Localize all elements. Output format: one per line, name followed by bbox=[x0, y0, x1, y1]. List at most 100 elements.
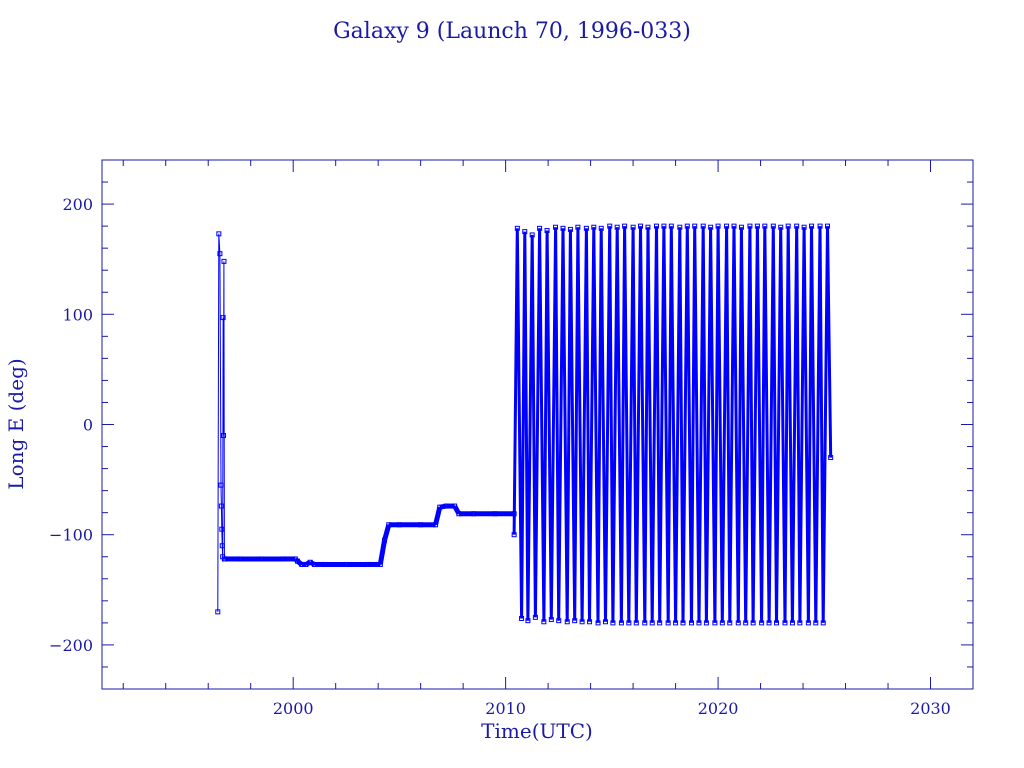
data-point bbox=[759, 620, 765, 626]
data-point bbox=[680, 620, 686, 626]
series-segment bbox=[439, 503, 447, 510]
data-point bbox=[575, 224, 581, 230]
data-point bbox=[735, 620, 741, 626]
data-point bbox=[567, 226, 573, 232]
x-tick-label: 2000 bbox=[273, 699, 314, 718]
data-point bbox=[703, 620, 709, 626]
data-point bbox=[813, 620, 819, 626]
x-tick-label: 2020 bbox=[698, 699, 739, 718]
data-series bbox=[215, 223, 834, 626]
data-point bbox=[789, 620, 795, 626]
data-point bbox=[591, 224, 597, 230]
data-point bbox=[657, 620, 663, 626]
data-point bbox=[794, 223, 800, 229]
data-point bbox=[595, 620, 601, 626]
data-point bbox=[216, 231, 222, 237]
data-point bbox=[626, 620, 632, 626]
x-tick-label: 2030 bbox=[910, 699, 951, 718]
series-segment bbox=[304, 560, 312, 567]
data-point bbox=[696, 620, 702, 626]
data-point bbox=[218, 503, 224, 509]
data-point bbox=[622, 223, 628, 229]
data-point bbox=[645, 224, 651, 230]
y-axis-label: Long E (deg) bbox=[4, 358, 28, 489]
data-point bbox=[560, 225, 566, 231]
data-point bbox=[809, 223, 815, 229]
data-point bbox=[630, 224, 636, 230]
series-segment bbox=[309, 560, 316, 567]
data-point bbox=[537, 225, 543, 231]
data-point bbox=[715, 223, 721, 229]
data-point bbox=[219, 526, 225, 532]
axis-ticks bbox=[102, 159, 974, 690]
data-point bbox=[548, 617, 554, 623]
data-point bbox=[665, 620, 671, 626]
series-segment bbox=[377, 539, 388, 565]
data-point bbox=[700, 223, 706, 229]
data-point bbox=[642, 620, 648, 626]
data-point bbox=[220, 315, 226, 321]
data-point bbox=[219, 543, 225, 549]
data-point bbox=[532, 614, 538, 620]
data-point bbox=[750, 620, 756, 626]
data-point bbox=[525, 618, 531, 624]
data-point bbox=[529, 232, 535, 238]
data-point bbox=[785, 223, 791, 229]
data-point bbox=[572, 618, 578, 624]
data-point bbox=[556, 618, 562, 624]
data-point bbox=[727, 620, 733, 626]
data-point bbox=[544, 228, 550, 234]
data-point bbox=[649, 620, 655, 626]
data-point bbox=[221, 258, 227, 264]
data-point bbox=[824, 223, 830, 229]
y-tick-label: −100 bbox=[49, 526, 93, 545]
series-segment bbox=[452, 504, 462, 515]
x-axis-label: Time(UTC) bbox=[481, 719, 593, 743]
data-point bbox=[668, 223, 674, 229]
series-segment bbox=[295, 559, 304, 567]
data-point bbox=[731, 223, 737, 229]
data-point bbox=[782, 620, 788, 626]
data-point bbox=[719, 620, 725, 626]
data-point bbox=[820, 620, 826, 626]
axis-tick-labels: 2000 2010 2020 2030 −200 −100 0 100 200 bbox=[49, 195, 951, 718]
data-point bbox=[684, 223, 690, 229]
data-point bbox=[689, 620, 695, 626]
series-segment bbox=[382, 524, 392, 541]
data-point bbox=[778, 224, 784, 230]
data-point bbox=[217, 251, 223, 257]
data-point bbox=[514, 225, 520, 231]
data-point bbox=[747, 223, 753, 229]
y-tick-label: 100 bbox=[62, 305, 93, 324]
data-point bbox=[754, 223, 760, 229]
series-line bbox=[512, 226, 833, 623]
data-point bbox=[587, 619, 593, 625]
series-segment bbox=[433, 506, 443, 526]
data-point bbox=[607, 223, 613, 229]
data-point bbox=[614, 224, 620, 230]
data-point bbox=[553, 224, 559, 230]
data-point bbox=[519, 615, 525, 621]
data-point bbox=[797, 620, 803, 626]
data-point bbox=[633, 620, 639, 626]
data-point bbox=[770, 223, 776, 229]
data-point bbox=[579, 619, 585, 625]
data-point bbox=[618, 620, 624, 626]
data-point bbox=[708, 224, 714, 230]
data-point bbox=[598, 225, 604, 231]
series-segment bbox=[293, 557, 300, 563]
data-point bbox=[583, 225, 589, 231]
data-point bbox=[817, 223, 823, 229]
data-point bbox=[801, 224, 807, 230]
data-point bbox=[677, 224, 683, 230]
data-point bbox=[661, 223, 667, 229]
data-point bbox=[805, 620, 811, 626]
y-tick-label: −200 bbox=[49, 636, 93, 655]
data-point bbox=[673, 620, 679, 626]
data-point bbox=[221, 433, 227, 439]
data-point bbox=[610, 620, 616, 626]
data-point bbox=[724, 223, 730, 229]
data-point bbox=[712, 620, 718, 626]
y-tick-label: 200 bbox=[62, 195, 93, 214]
